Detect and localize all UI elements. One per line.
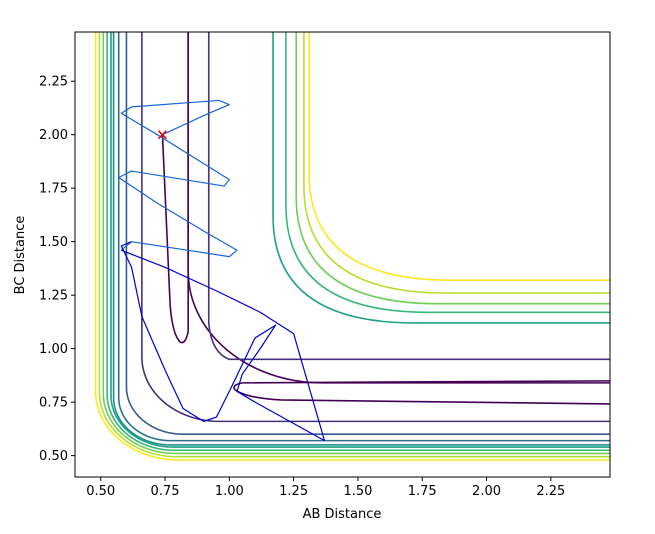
contour-outer-3 [295, 32, 610, 305]
contour-well-bc [161, 32, 189, 344]
x-tick-label: 0.75 [151, 484, 180, 499]
contour-level-3 [125, 32, 610, 436]
trajectory-line-end [120, 241, 326, 442]
y-tick-label: 1.50 [39, 235, 68, 250]
contour-level-7 [106, 32, 610, 452]
x-tick-label: 1.50 [343, 484, 372, 499]
x-tick-label: 2.00 [472, 484, 501, 499]
contour-level-5 [112, 32, 610, 446]
contour-outer-2 [285, 32, 610, 314]
plot-frame [74, 31, 611, 478]
y-tick-label: 1.25 [39, 289, 68, 304]
x-tick-label: 1.75 [408, 484, 437, 499]
x-axis-label: AB Distance [303, 507, 382, 522]
contour-outer-1 [272, 32, 610, 324]
contour-level-4 [117, 32, 610, 442]
y-tick-label: 2.00 [39, 128, 68, 143]
contour-level-6 [110, 32, 610, 448]
contour-level-2b [207, 32, 610, 361]
y-axis-label: BC Distance [13, 216, 28, 295]
y-tick-label: 1.75 [39, 182, 68, 197]
start-marker [157, 130, 167, 140]
contour-level-10 [94, 32, 610, 461]
contour-well-ab [233, 380, 610, 405]
contour-level-8 [102, 32, 610, 455]
x-tick-label: 2.25 [536, 484, 565, 499]
y-tick-label: 0.75 [39, 396, 68, 411]
y-tick-label: 2.25 [39, 75, 68, 90]
contour-level-9 [98, 32, 610, 458]
y-tick-label: 0.50 [39, 449, 68, 464]
contour-level-2 [141, 32, 610, 423]
x-tick-label: 1.00 [215, 484, 244, 499]
contour-outer-5 [308, 32, 610, 281]
contour-outer-4 [303, 32, 610, 294]
y-tick-label: 1.00 [39, 342, 68, 357]
x-tick-label: 0.50 [86, 484, 115, 499]
x-tick-label: 1.25 [279, 484, 308, 499]
trajectory-line-start [118, 99, 238, 258]
contour-level-1 [187, 32, 610, 384]
